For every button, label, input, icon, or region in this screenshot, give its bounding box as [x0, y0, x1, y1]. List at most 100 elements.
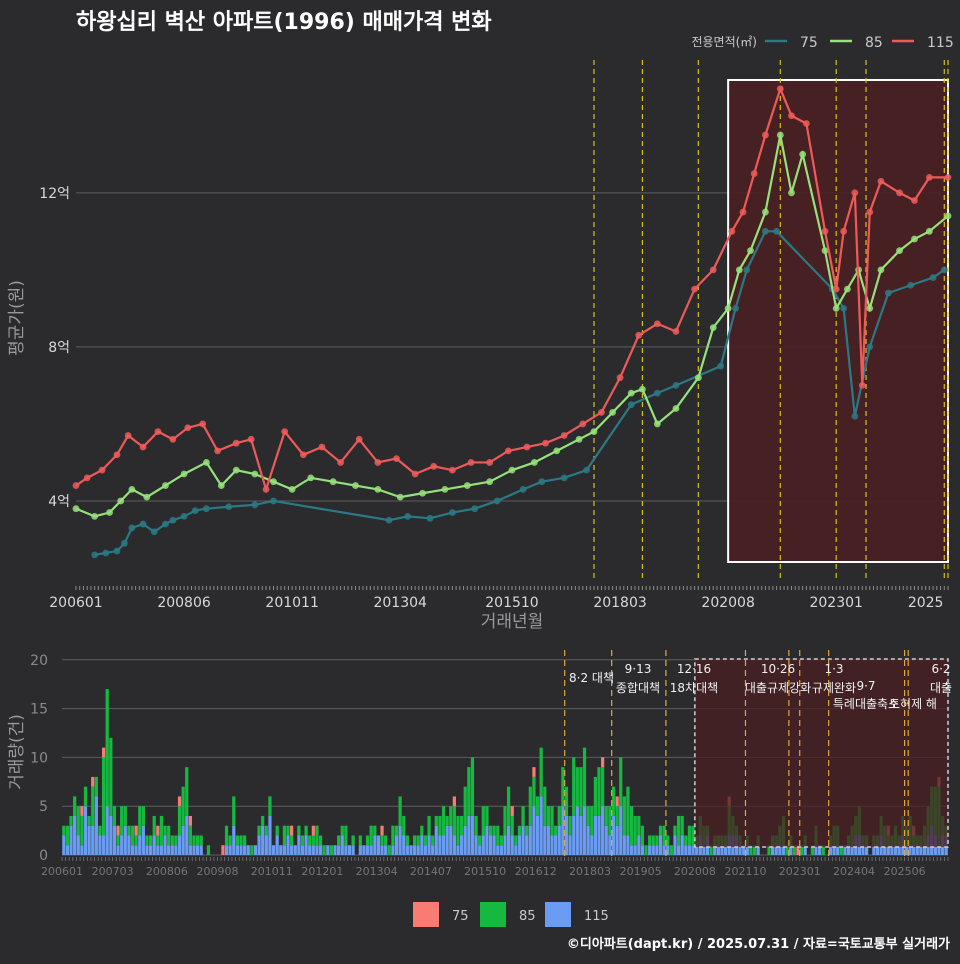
price-point-115 [672, 328, 680, 335]
volume-bar-85 [792, 845, 796, 855]
price-point-115 [411, 470, 419, 478]
volume-bar-115 [73, 815, 77, 855]
volume-bar-85 [611, 786, 616, 816]
price-x-tick-label: 200806 [157, 595, 211, 611]
volume-bar-115 [496, 845, 500, 855]
volume-bar-115 [919, 845, 923, 855]
volume-bar-115 [593, 815, 598, 855]
volume-x-tick-label: 202404 [833, 865, 875, 878]
volume-bar-85 [402, 815, 406, 836]
price-point-75 [653, 389, 661, 397]
volume-bar-115 [394, 835, 399, 855]
volume-x-tick-label: 201201 [301, 865, 343, 878]
volume-bar-85 [177, 806, 182, 836]
volume-bar-115 [76, 835, 80, 855]
volume-bar-85 [517, 825, 522, 836]
price-line-115 [75, 85, 948, 494]
price-point-115 [169, 435, 177, 443]
price-point-85 [329, 478, 337, 486]
volume-x-tick-label: 201803 [569, 865, 611, 878]
volume-bar-85 [311, 835, 315, 846]
price-point-115 [635, 331, 643, 339]
volume-bar-115 [80, 845, 84, 855]
volume-bar-85 [561, 767, 565, 807]
price-point-75 [773, 227, 780, 235]
policy-label: 특례대출축소 [833, 697, 899, 711]
price-point-85 [508, 466, 516, 474]
price-point-75 [113, 547, 121, 555]
volume-bar-115 [459, 835, 464, 855]
price-point-115 [925, 174, 933, 181]
volume-bar-115 [470, 815, 475, 855]
volume-bar-85 [73, 796, 77, 816]
volume-bar-85 [839, 845, 843, 855]
price-point-85 [217, 482, 225, 489]
volume-bar-115 [123, 825, 127, 855]
price-y-tick-label: 12억 [39, 186, 70, 202]
price-point-85 [627, 389, 635, 397]
price-x-tick-label: 201304 [373, 595, 427, 611]
volume-bar-85 [687, 825, 692, 846]
volume-bar-115 [843, 845, 847, 855]
volume-bar-85 [676, 815, 681, 846]
volume-bar-85 [470, 757, 475, 816]
volume-bar-115 [525, 835, 529, 855]
volume-bar-115 [94, 796, 98, 855]
volume-bar-115 [271, 845, 276, 855]
legend-title: 전용면적(㎡) [691, 35, 757, 49]
volume-bar-115 [535, 815, 540, 855]
volume-bar-115 [781, 845, 786, 855]
price-point-75 [270, 497, 277, 505]
volume-bar-115 [778, 845, 782, 855]
volume-bar-115 [83, 806, 88, 855]
price-point-75 [251, 501, 259, 509]
price-point-85 [143, 493, 151, 501]
policy-label: 18차대책 [670, 680, 718, 695]
volume-bar-85 [564, 786, 569, 816]
volume-bar-85 [369, 825, 373, 846]
volume-bar-85 [138, 806, 142, 836]
price-y-tick-label: 4억 [48, 494, 70, 510]
volume-bar-115 [514, 845, 518, 855]
volume-bar-115 [517, 835, 522, 855]
volume-bar-85 [185, 767, 189, 816]
volume-bar-75 [134, 825, 138, 836]
volume-bar-115 [908, 845, 912, 855]
volume-bar-85 [69, 815, 73, 826]
volume-bar-115 [738, 845, 742, 855]
volume-bar-85 [514, 835, 518, 846]
volume-bar-115 [105, 806, 109, 855]
volume-bar-115 [199, 845, 203, 855]
price-point-75 [404, 512, 412, 520]
volume-bar-115 [293, 845, 297, 855]
price-point-85 [374, 486, 382, 493]
volume-bar-115 [575, 806, 579, 855]
volume-bar-115 [629, 845, 634, 855]
volume-x-tick-label: 201304 [356, 865, 398, 878]
volume-bar-75 [290, 825, 294, 836]
price-point-85 [944, 212, 952, 220]
volume-bar-85 [416, 835, 420, 846]
policy-label: 종합대책 [616, 680, 660, 695]
volume-bar-85 [622, 796, 626, 836]
price-point-75 [866, 343, 874, 351]
volume-bar-85 [666, 835, 670, 846]
volume-bar-85 [572, 757, 576, 816]
volume-bar-85 [98, 825, 102, 836]
volume-bar-85 [478, 835, 482, 846]
volume-bar-115 [789, 845, 793, 855]
volume-bar-115 [188, 845, 192, 855]
volume-bar-85 [601, 767, 605, 807]
price-point-85 [653, 420, 661, 428]
volume-bar-85 [105, 689, 109, 807]
volume-bar-85 [101, 757, 106, 836]
price-point-115 [355, 435, 363, 443]
price-point-85 [672, 405, 680, 412]
price-point-115 [523, 443, 531, 451]
volume-bar-115 [557, 825, 561, 855]
volume-bar-85 [608, 806, 612, 836]
volume-bar-85 [474, 815, 478, 836]
volume-bar-85 [507, 786, 511, 826]
price-point-115 [184, 424, 192, 432]
